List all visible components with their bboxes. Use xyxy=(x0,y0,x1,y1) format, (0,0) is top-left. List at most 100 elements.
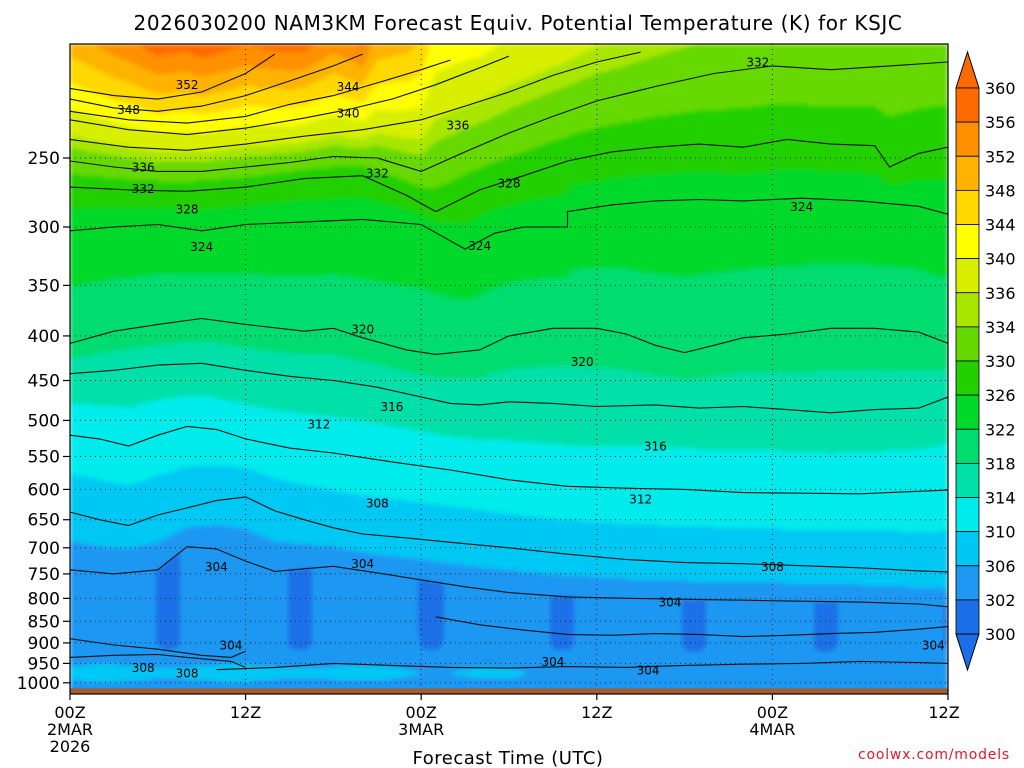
contour-label-text: 336 xyxy=(132,160,155,174)
y-tick-label: 850 xyxy=(28,612,60,632)
colorbar-swatch xyxy=(955,155,980,191)
colorbar-tick-label: 340 xyxy=(985,250,1016,269)
contour-label: 316 xyxy=(380,400,403,414)
contour-label: 348 xyxy=(117,103,140,117)
contour-label-text: 312 xyxy=(629,492,652,506)
x-tick-label: 4MAR xyxy=(749,720,795,739)
x-axis-label: Forecast Time (UTC) xyxy=(413,748,604,768)
y-tick-label: 250 xyxy=(28,149,60,169)
contour-316 xyxy=(70,362,948,414)
contour-label-text: 344 xyxy=(337,80,360,94)
x-tick-label: 00Z xyxy=(54,703,85,722)
colorbar-tick-label: 300 xyxy=(985,625,1016,644)
contour-label: 340 xyxy=(337,107,360,121)
theta-e-field xyxy=(70,44,948,694)
contour-308 xyxy=(435,616,948,638)
contour-label: 304 xyxy=(220,639,243,653)
contour-324 xyxy=(70,197,948,250)
colorbar-swatch xyxy=(955,258,980,294)
contour-label-text: 308 xyxy=(176,667,199,681)
contour-340 xyxy=(70,55,510,136)
contour-332 xyxy=(70,61,948,172)
colorbar-tick-label: 344 xyxy=(985,216,1016,235)
contour-label-text: 348 xyxy=(117,103,140,117)
contour-label: 316 xyxy=(644,440,667,454)
contour-label-text: 340 xyxy=(337,107,360,121)
y-tick-label: 700 xyxy=(28,539,60,559)
y-tick-label: 1000 xyxy=(17,674,60,694)
contour-344 xyxy=(70,59,451,124)
colorbar-tick-label: 336 xyxy=(985,284,1016,303)
contour-label: 304 xyxy=(637,664,660,678)
y-tick-label: 500 xyxy=(28,411,60,431)
y-tick-label: 400 xyxy=(28,327,60,347)
contour-label-text: 308 xyxy=(366,497,389,511)
contour-336 xyxy=(70,51,641,151)
y-tick-label: 350 xyxy=(28,276,60,296)
colorbar-tick-label: 352 xyxy=(985,147,1016,166)
contour-label: 344 xyxy=(337,80,360,94)
colorbar-tick-label: 356 xyxy=(985,113,1016,132)
colorbar-swatch xyxy=(955,531,980,567)
contour-308 xyxy=(70,653,246,668)
colorbar-swatch xyxy=(955,189,980,225)
colorbar-tick-label: 360 xyxy=(985,79,1016,98)
contour-352 xyxy=(70,53,276,100)
contour-label-text: 328 xyxy=(176,202,199,216)
colorbar-swatch xyxy=(955,360,980,396)
x-tick-label: 2MAR xyxy=(47,720,93,739)
contour-label-text: 324 xyxy=(790,200,813,214)
contour-320 xyxy=(70,317,948,355)
y-tick-label: 550 xyxy=(28,447,60,467)
colorbar-tick-label: 306 xyxy=(985,557,1016,576)
contour-label-text: 320 xyxy=(351,323,374,337)
contour-328 xyxy=(70,138,948,213)
colorbar-tick-label: 334 xyxy=(985,318,1016,337)
y-tick-label: 600 xyxy=(28,480,60,500)
contour-label: 304 xyxy=(205,560,228,574)
x-tick-label: 3MAR xyxy=(398,720,444,739)
colorbar-swatch xyxy=(955,497,980,533)
colorbar-tick-label: 330 xyxy=(985,352,1016,371)
contour-label: 352 xyxy=(176,78,199,92)
contour-label-text: 336 xyxy=(446,118,469,132)
credit-text: coolwx.com/models xyxy=(858,747,1010,763)
colorbar-min-arrow xyxy=(955,633,980,672)
contour-312 xyxy=(70,425,948,495)
contour-label: 324 xyxy=(190,240,213,254)
chart-title: 2026030200 NAM3KM Forecast Equiv. Potent… xyxy=(134,11,903,35)
contour-label: 308 xyxy=(761,560,784,574)
x-tick-label: 12Z xyxy=(581,703,612,722)
contour-label: 308 xyxy=(366,497,389,511)
colorbar-max-arrow xyxy=(955,50,980,89)
y-tick-label: 950 xyxy=(28,654,60,674)
contour-label-text: 308 xyxy=(761,560,784,574)
contour-label: 320 xyxy=(571,355,594,369)
y-tick-label: 800 xyxy=(28,589,60,609)
colorbar-swatch xyxy=(955,292,980,328)
contour-label: 304 xyxy=(351,557,374,571)
colorbar-tick-label: 318 xyxy=(985,454,1016,473)
contour-label-text: 324 xyxy=(190,240,213,254)
colorbar-swatch xyxy=(955,394,980,430)
colorbar-tick-label: 310 xyxy=(985,523,1016,542)
colorbar-swatch xyxy=(955,87,980,123)
contour-label-text: 332 xyxy=(366,166,389,180)
contour-label-text: 304 xyxy=(922,639,945,653)
x-tick-label: 00Z xyxy=(757,703,788,722)
contour-label-text: 312 xyxy=(307,418,330,432)
contour-label-text: 308 xyxy=(132,661,155,675)
x-tick-label: 00Z xyxy=(406,703,437,722)
x-tick-label: 12Z xyxy=(230,703,261,722)
contour-label: 320 xyxy=(351,323,374,337)
y-tick-label: 450 xyxy=(28,372,60,392)
contour-label: 308 xyxy=(176,667,199,681)
contour-label-text: 304 xyxy=(637,664,660,678)
colorbar-swatch xyxy=(955,462,980,498)
contour-labels: 352 348 344 340 336 336 332 332 332 328 328 324 324 3… xyxy=(117,55,945,680)
x-tick-label: 2026 xyxy=(50,737,91,756)
colorbar-tick-label: 348 xyxy=(985,181,1016,200)
y-axis: 2503003504004505005506006507007508008509… xyxy=(17,149,70,694)
